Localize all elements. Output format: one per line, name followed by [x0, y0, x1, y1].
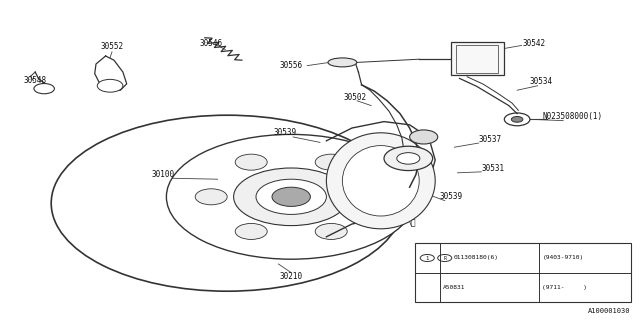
Circle shape [384, 146, 433, 171]
Bar [415, 243, 631, 302]
Text: 30539: 30539 [273, 128, 296, 137]
Text: 30100: 30100 [152, 170, 175, 179]
Circle shape [195, 189, 227, 205]
Text: 30556: 30556 [280, 61, 303, 70]
Text: 30542: 30542 [523, 39, 546, 48]
Circle shape [316, 223, 348, 239]
Bar [456, 45, 498, 73]
Circle shape [511, 116, 523, 122]
Text: A50831: A50831 [443, 285, 465, 290]
Text: (9711-     ): (9711- ) [542, 285, 588, 290]
Text: 30502: 30502 [344, 93, 367, 102]
Circle shape [504, 113, 530, 126]
Circle shape [234, 168, 349, 226]
Circle shape [272, 187, 310, 206]
Ellipse shape [342, 146, 419, 216]
Text: (9403-9710): (9403-9710) [542, 255, 584, 260]
Circle shape [34, 84, 54, 94]
Polygon shape [95, 56, 127, 90]
Ellipse shape [328, 58, 357, 67]
Text: R: R [444, 255, 446, 260]
Text: 011308180(6): 011308180(6) [454, 255, 499, 260]
Circle shape [236, 154, 268, 170]
Text: 30539: 30539 [440, 192, 463, 201]
Text: 30537: 30537 [478, 135, 501, 144]
Circle shape [355, 189, 387, 205]
Circle shape [97, 79, 123, 92]
Circle shape [236, 223, 268, 239]
Text: 30210: 30210 [280, 272, 303, 281]
Text: 30552: 30552 [100, 42, 124, 51]
Circle shape [316, 154, 348, 170]
Text: 30534: 30534 [529, 77, 552, 86]
Text: 30531: 30531 [481, 164, 504, 172]
Circle shape [397, 153, 420, 164]
Bar [451, 42, 504, 75]
Text: 1: 1 [426, 255, 429, 260]
Text: 30546: 30546 [200, 39, 223, 48]
Circle shape [166, 134, 416, 259]
Text: N023508000(1): N023508000(1) [543, 112, 603, 121]
Circle shape [256, 179, 326, 214]
Text: ①: ① [410, 218, 415, 227]
Circle shape [410, 130, 438, 144]
Text: 30548: 30548 [24, 76, 47, 84]
Ellipse shape [326, 133, 435, 229]
Text: A100001030: A100001030 [588, 308, 630, 314]
Circle shape [51, 115, 403, 291]
